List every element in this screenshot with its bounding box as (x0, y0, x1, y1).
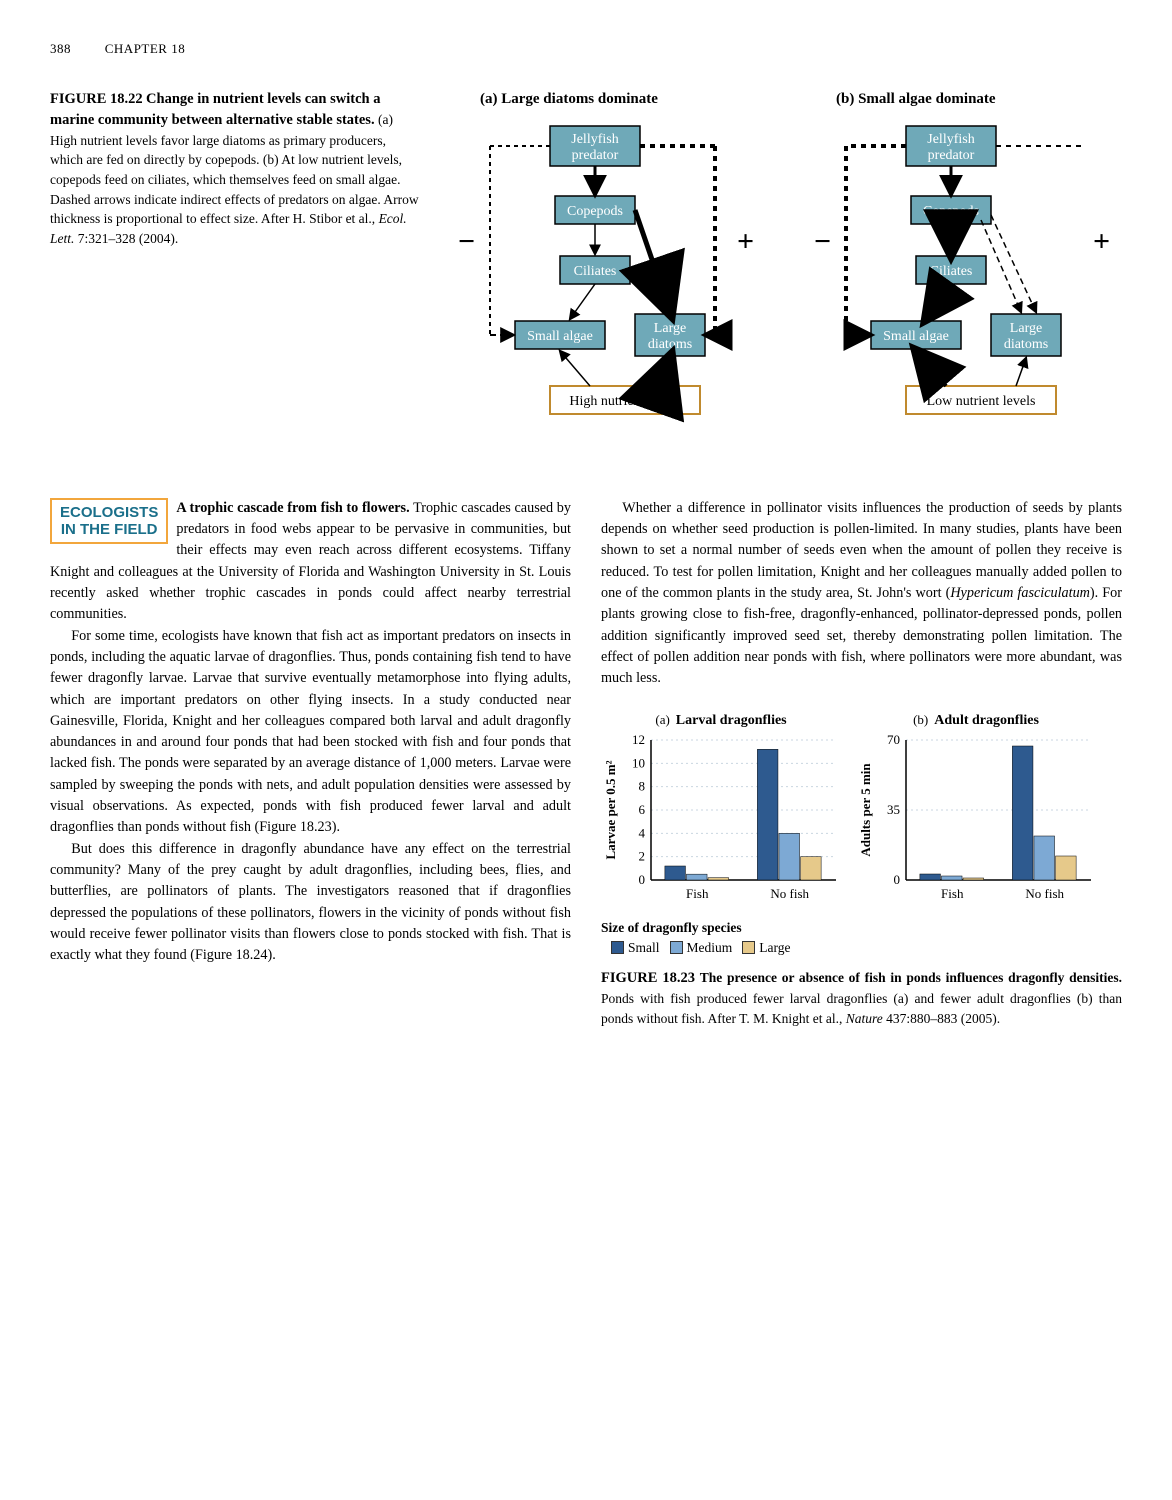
svg-text:0: 0 (639, 872, 646, 887)
charts-row: (a) Larval dragonflies 0 2 4 6 8 10 12 Fish No fi… (601, 710, 1122, 912)
svg-text:Low nutrient levels: Low nutrient levels (927, 394, 1036, 409)
chapter-label: CHAPTER 18 (105, 40, 185, 59)
figure-23-caption-bold: The presence or absence of fish in ponds… (700, 970, 1122, 985)
svg-text:−: − (814, 225, 831, 258)
figure-18-23: (a) Larval dragonflies 0 2 4 6 8 10 12 Fish No fi… (601, 710, 1122, 1029)
figure-18-22: FIGURE 18.22 Change in nutrient levels c… (50, 89, 1122, 448)
svg-text:2: 2 (639, 848, 646, 863)
figure-22-caption: FIGURE 18.22 Change in nutrient levels c… (50, 89, 420, 448)
svg-text:4: 4 (639, 825, 646, 840)
svg-text:12: 12 (632, 735, 645, 747)
figure-23-caption-journal: Nature (846, 1011, 883, 1026)
ecologists-badge: ECOLOGISTS IN THE FIELD (50, 498, 168, 545)
svg-text:No fish: No fish (1025, 886, 1064, 901)
svg-text:6: 6 (639, 802, 646, 817)
body-columns: ECOLOGISTS IN THE FIELD A trophic cascad… (50, 498, 1122, 1029)
svg-text:Jellyfish: Jellyfish (927, 132, 974, 147)
figure-22-number: FIGURE 18.22 (50, 91, 143, 107)
p4-italic: Hypericum fasciculatum (950, 585, 1090, 601)
svg-text:Ciliates: Ciliates (574, 264, 617, 279)
svg-text:Large: Large (654, 321, 686, 336)
paragraph-2: For some time, ecologists have known tha… (50, 626, 571, 839)
svg-text:Adults per 5 min: Adults per 5 min (858, 762, 873, 856)
svg-text:Copepods: Copepods (567, 204, 623, 219)
svg-text:−: − (458, 225, 475, 258)
svg-text:Copepods: Copepods (923, 204, 979, 219)
svg-text:Small algae: Small algae (527, 329, 593, 344)
figure-22-citation-tail: 7:321–328 (2004). (74, 231, 178, 246)
svg-text:Larvae per 0.5 m²: Larvae per 0.5 m² (603, 760, 618, 859)
diagram-b-title: (b) Small algae dominate (796, 89, 1122, 111)
svg-text:Jellyfish: Jellyfish (571, 132, 618, 147)
svg-text:Small algae: Small algae (883, 329, 949, 344)
svg-text:predator: predator (928, 148, 975, 163)
svg-text:predator: predator (572, 148, 619, 163)
svg-text:diatoms: diatoms (648, 337, 692, 352)
svg-text:0: 0 (894, 872, 901, 887)
badge-line1: ECOLOGISTS (60, 504, 158, 521)
diagram-a-svg: Jellyfishpredator Copepods Ciliates Small a… (440, 121, 760, 441)
chart-a-svg: 0 2 4 6 8 10 12 Fish No fish Larvae per 0.5 m² (601, 735, 841, 905)
p1-bold: A trophic cascade from fish to flowers. (176, 500, 409, 516)
diagram-b-svg: Jellyfishpredator Copepods Ciliates Small a… (796, 121, 1116, 441)
diagram-a-title: (a) Large diatoms dominate (440, 89, 766, 111)
svg-text:Fish: Fish (941, 886, 964, 901)
left-column: ECOLOGISTS IN THE FIELD A trophic cascad… (50, 498, 571, 1029)
svg-text:High nutrient levels: High nutrient levels (569, 394, 680, 409)
chart-b-title: (b) Adult dragonflies (856, 710, 1096, 731)
chart-a-title: (a) Larval dragonflies (601, 710, 841, 731)
figure-23-number: FIGURE 18.23 (601, 970, 695, 986)
legend: Size of dragonfly species SmallMediumLar… (601, 918, 1122, 959)
chart-b-block: (b) Adult dragonflies 0 35 70 Fish No fish Adu… (856, 710, 1096, 912)
svg-text:No fish: No fish (770, 886, 809, 901)
svg-text:Ciliates: Ciliates (930, 264, 973, 279)
svg-text:35: 35 (887, 802, 900, 817)
chart-b-title-text: Adult dragonflies (934, 713, 1039, 728)
diagram-b: (b) Small algae dominate Jellyfishpredat… (796, 89, 1122, 448)
legend-title: Size of dragonfly species (601, 920, 742, 935)
svg-text:Fish: Fish (686, 886, 709, 901)
svg-text:8: 8 (639, 778, 646, 793)
chart-b-label: (b) (913, 712, 928, 727)
chart-b-svg: 0 35 70 Fish No fish Adults per 5 min (856, 735, 1096, 905)
figure-23-caption: FIGURE 18.23 The presence or absence of … (601, 968, 1122, 1028)
badge-line2: IN THE FIELD (60, 521, 158, 538)
page-number: 388 (50, 40, 71, 59)
svg-text:+: + (737, 225, 754, 258)
figure-22-diagrams: (a) Large diatoms dominate Jellyfishpred… (440, 89, 1122, 448)
chart-a-block: (a) Larval dragonflies 0 2 4 6 8 10 12 Fish No fi… (601, 710, 841, 912)
svg-text:70: 70 (887, 735, 900, 747)
svg-text:10: 10 (632, 755, 645, 770)
svg-text:Large: Large (1010, 321, 1042, 336)
chart-a-label: (a) (655, 712, 669, 727)
paragraph-3: But does this difference in dragonfly ab… (50, 839, 571, 967)
right-column: Whether a difference in pollinator visit… (601, 498, 1122, 1029)
figure-23-caption-tail: 437:880–883 (2005). (883, 1011, 1000, 1026)
chart-a-title-text: Larval dragonflies (676, 713, 787, 728)
page-header: 388 CHAPTER 18 (50, 40, 1122, 59)
legend-items: SmallMediumLarge (601, 940, 791, 955)
figure-22-text: (a) High nutrient levels favor large dia… (50, 112, 419, 226)
diagram-a: (a) Large diatoms dominate Jellyfishpred… (440, 89, 766, 448)
svg-text:diatoms: diatoms (1004, 337, 1048, 352)
svg-text:+: + (1093, 225, 1110, 258)
paragraph-4: Whether a difference in pollinator visit… (601, 498, 1122, 690)
